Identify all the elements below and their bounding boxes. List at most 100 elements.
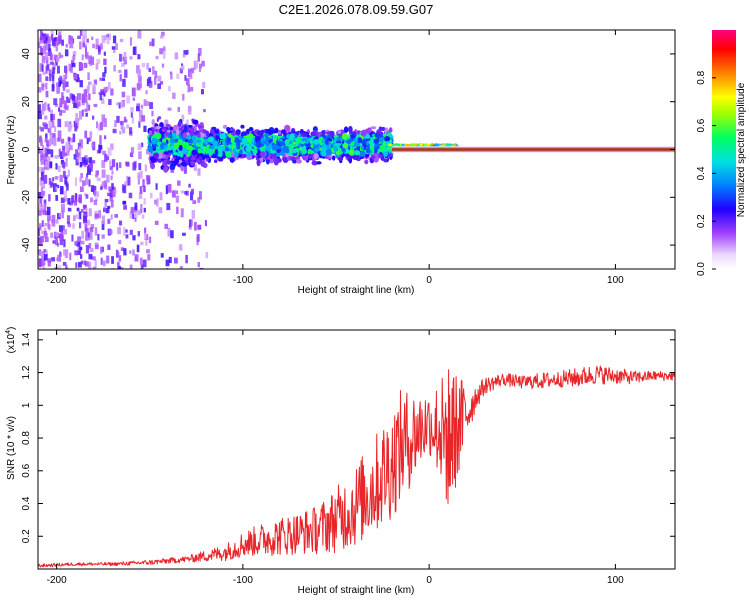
spectrogram-cell (180, 161, 187, 167)
spectrogram-cell (79, 162, 83, 168)
spectrogram-cell (47, 258, 52, 263)
spectrogram-cell (348, 125, 353, 133)
spectrogram-cell (139, 186, 143, 194)
spectrogram-cell (83, 89, 87, 97)
spectrogram-cell (94, 227, 98, 236)
spectrogram-cell (58, 265, 62, 269)
spectrogram-cell (162, 138, 167, 143)
spectrogram-cell (147, 76, 152, 84)
spectrogram-cell (197, 168, 201, 176)
spectrogram-cell (197, 224, 202, 230)
spectrogram-cell (116, 115, 120, 123)
spectrogram-cell (156, 198, 159, 207)
spectrogram-cell (51, 220, 56, 227)
spectrogram-cell (258, 130, 264, 138)
spectrogram-cell (167, 107, 172, 111)
x-tick-label: 100 (607, 575, 624, 586)
spectrogram-cell (89, 163, 94, 169)
spectrogram-cell (219, 133, 226, 140)
spectrogram-cell (51, 84, 55, 92)
spectrogram-cell (292, 141, 297, 145)
spectrogram-cell (142, 179, 145, 187)
snr-x-label: Height of straight line (km) (298, 585, 415, 596)
colorbar-ticks: 0.0 0.2 0.4 0.6 0.8 (696, 70, 716, 276)
y-tick-label: 0.4 (21, 496, 32, 510)
spectrogram-cell (62, 109, 66, 113)
spectrogram-cell (73, 103, 76, 109)
spectrogram-cell (42, 257, 46, 266)
spectrogram-cell (166, 202, 171, 211)
spectrogram-cell (137, 231, 140, 237)
colorbar-label: Normalized spectral amplitude (736, 82, 747, 217)
spectrogram-cell (124, 181, 128, 187)
spectrogram-cell (93, 200, 98, 206)
spectrogram-cell (345, 139, 352, 145)
spectrogram-cell (148, 67, 152, 73)
spectrogram-cell (55, 36, 59, 46)
spectrogram-cell (117, 227, 121, 235)
spectrogram-cell (197, 148, 202, 154)
spectrogram-cell (166, 159, 171, 165)
spectrogram-cell (78, 62, 83, 70)
spectrogram-cell (102, 260, 106, 267)
spectrogram-cell (45, 51, 49, 61)
spectrogram-cell (41, 109, 45, 115)
snr-y-multiplier-close: ) (6, 327, 17, 330)
spectrogram-cell (254, 135, 261, 143)
spectrogram-cell (38, 41, 41, 49)
spectrogram-cell (180, 190, 185, 194)
spectrogram-cell (122, 78, 126, 87)
spectrogram-cell (57, 118, 62, 128)
spectrogram-cell (187, 150, 191, 157)
spectrogram-cell (148, 129, 153, 136)
spectrogram-cell (364, 159, 369, 165)
spectrogram-cell (182, 232, 186, 236)
spectrogram-cell (117, 261, 120, 269)
y-tick-label: -40 (21, 237, 32, 252)
spectrogram-cell (248, 143, 255, 147)
snr-x-ticks: -200 -100 0 100 (47, 330, 624, 586)
spectrogram-cell (81, 93, 85, 102)
spectrogram-cell (108, 229, 113, 235)
spectrogram-cell (152, 146, 157, 152)
spectrogram-cell (51, 219, 55, 224)
spectrogram-cell (100, 98, 105, 102)
spectrogram-cell (47, 216, 51, 221)
spectrogram-cell (269, 153, 276, 157)
spectrogram-cell (87, 104, 91, 111)
spectrogram-cell (130, 112, 133, 118)
spectrogram-cell (81, 54, 84, 61)
spectrogram-cell (42, 71, 46, 75)
spectrogram-cell (40, 36, 44, 42)
spectrogram-cell (88, 253, 93, 260)
spectrogram-cell (82, 40, 86, 48)
spectrogram-cell (214, 148, 219, 156)
spectrogram-cell (86, 219, 91, 226)
spectrogram-cell (195, 138, 202, 144)
spectrogram-cell (94, 197, 98, 202)
spectrogram-cell (197, 132, 201, 138)
spectrogram-cell (45, 57, 49, 64)
spectrogram-cell (111, 46, 116, 50)
spectrogram-cell (292, 160, 297, 164)
spectrogram-cell (44, 101, 47, 110)
spectrogram-cell (106, 174, 110, 183)
spectrogram-cell (48, 178, 52, 185)
spectrogram-cell (80, 208, 84, 213)
spectrogram-cell (47, 260, 51, 267)
spectrogram-cell (134, 217, 137, 222)
spectrogram-cell (78, 110, 83, 120)
spectrogram-cell (85, 245, 90, 254)
spectrogram-cell (128, 192, 133, 199)
spectrogram-cell (159, 192, 163, 201)
spectrogram-cell (146, 249, 150, 254)
spectrogram-cell (64, 195, 68, 202)
spectrogram-cell (159, 81, 164, 85)
spectrogram-cell (115, 43, 118, 50)
spectrogram-cell (183, 50, 187, 56)
spectrogram-cell (46, 64, 50, 71)
spectrogram-cell (102, 72, 106, 78)
spectrogram-cell (121, 128, 125, 134)
spectrogram-cell (67, 198, 71, 205)
spectrogram-cell (86, 102, 89, 112)
